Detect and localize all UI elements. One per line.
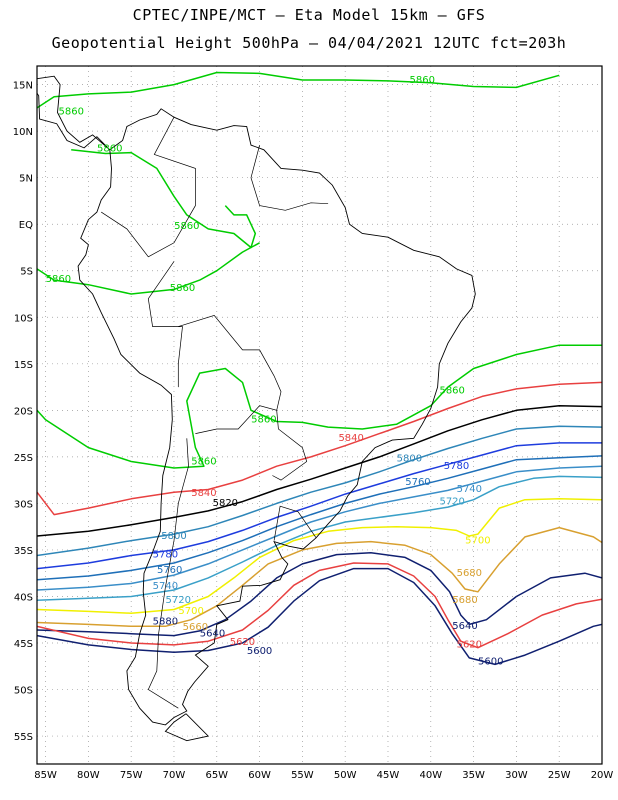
lon-tick-label: 30W	[505, 770, 528, 781]
contour-label: 5720	[166, 595, 191, 606]
contour-5680	[37, 526, 602, 628]
lon-tick-label: 45W	[377, 770, 400, 781]
lat-tick-label: 25S	[14, 453, 33, 464]
lon-tick-label: 70W	[163, 770, 186, 781]
country-border	[195, 405, 308, 481]
lat-tick-label: 20S	[14, 406, 33, 417]
central-america-coastline	[37, 75, 111, 151]
contour-label: 5800	[161, 531, 186, 542]
contour-label: 5860	[410, 75, 435, 86]
lon-tick-label: 80W	[77, 770, 100, 781]
lat-tick-label: 15N	[13, 81, 33, 92]
lon-tick-label: 50W	[334, 770, 357, 781]
contour-label: 5700	[465, 535, 490, 546]
country-border	[147, 261, 183, 388]
lat-tick-label: 40S	[14, 592, 33, 603]
lon-tick-label: 65W	[205, 770, 228, 781]
contour-5600	[37, 567, 602, 666]
lat-tick-label: 5S	[20, 267, 33, 278]
map-title-line2: Geopotential Height 500hPa – 04/04/2021 …	[51, 34, 567, 52]
lat-lon-grid	[37, 66, 603, 764]
lat-tick-label: 5N	[19, 174, 33, 185]
contour-5860-east	[37, 344, 602, 469]
contour-5800	[37, 425, 602, 557]
lat-tick-label: 30S	[14, 499, 33, 510]
contour-label: 5860	[191, 456, 216, 467]
contour-label: 5680	[457, 568, 482, 579]
contour-5760	[37, 455, 602, 581]
contour-label: 5860	[439, 386, 464, 397]
map-title-line1: CPTEC/INPE/MCT – Eta Model 15km – GFS	[132, 6, 486, 24]
contour-5820	[37, 404, 602, 537]
south-america-coastline	[77, 108, 476, 726]
contour-label: 5760	[405, 477, 430, 488]
lat-tick-label: 10S	[14, 313, 33, 324]
country-border	[273, 505, 317, 541]
lon-tick-label: 60W	[248, 770, 271, 781]
contour-lines	[37, 71, 602, 666]
contour-label: 5860	[251, 414, 276, 425]
contour-label: 5620	[230, 637, 255, 648]
contour-label: 5860	[170, 283, 195, 294]
contour-5840	[37, 381, 602, 516]
contour-5700	[37, 498, 602, 614]
contour-label: 5880	[153, 616, 178, 627]
lat-tick-label: 45S	[14, 639, 33, 650]
contour-label: 5780	[444, 461, 469, 472]
lon-tick-label: 20W	[591, 770, 614, 781]
contour-label: 5740	[457, 484, 482, 495]
plot-frame	[36, 65, 603, 765]
lon-tick-label: 40W	[419, 770, 442, 781]
contour-labels: 5860 5860 5860 5860 5860 5860 5860 5860 5860 5840…	[46, 75, 504, 668]
contour-label: 5860	[46, 274, 71, 285]
contour-label: 5860	[59, 106, 84, 117]
lon-tick-label: 55W	[291, 770, 314, 781]
contour-label: 5860	[174, 221, 199, 232]
contour-5740	[37, 465, 602, 591]
country-border	[250, 145, 329, 211]
contour-label: 5660	[183, 622, 208, 633]
contour-label: 5740	[153, 581, 178, 592]
contour-5640	[37, 551, 602, 637]
country-border	[147, 438, 189, 709]
lat-tick-label: EQ	[19, 220, 33, 231]
contour-label: 5840	[338, 433, 363, 444]
contour-label: 5820	[213, 498, 238, 509]
contour-label: 5700	[178, 606, 203, 617]
tierra-del-fuego-coast	[164, 713, 210, 742]
contour-label: 5600	[247, 646, 272, 657]
contour-label: 5720	[439, 496, 464, 507]
lon-tick-label: 75W	[120, 770, 143, 781]
lon-tick-label: 25W	[548, 770, 571, 781]
contour-label: 5680	[452, 595, 477, 606]
contour-label: 5760	[157, 565, 182, 576]
lat-tick-label: 15S	[14, 360, 33, 371]
contour-5860-west	[37, 242, 260, 295]
lat-tick-label: 10N	[13, 127, 33, 138]
lat-tick-label: 50S	[14, 686, 33, 697]
contour-label: 5640	[200, 628, 225, 639]
contour-label: 5800	[397, 454, 422, 465]
contour-label: 5780	[153, 549, 178, 560]
lat-tick-label: 35S	[14, 546, 33, 557]
contour-label: 5600	[478, 656, 503, 667]
contour-label: 5620	[457, 640, 482, 651]
contour-5720	[37, 475, 602, 601]
country-border	[178, 314, 282, 411]
contour-5860-amazon	[71, 149, 257, 249]
lat-tick-label: 55S	[14, 732, 33, 743]
contour-label: 5860	[97, 144, 122, 155]
coastline-borders	[37, 75, 476, 742]
axis-tick-labels: 15N 10N 5N EQ 5S 10S 15S 20S 25S 30S 35S 40S 45S 50S 5…	[13, 81, 614, 781]
contour-label: 5640	[452, 621, 477, 632]
contour-5620	[37, 562, 602, 649]
contour-5860-north	[37, 71, 560, 109]
contour-label: 5840	[191, 488, 216, 499]
country-border	[101, 117, 196, 258]
lon-tick-label: 35W	[462, 770, 485, 781]
lon-tick-label: 85W	[34, 770, 57, 781]
